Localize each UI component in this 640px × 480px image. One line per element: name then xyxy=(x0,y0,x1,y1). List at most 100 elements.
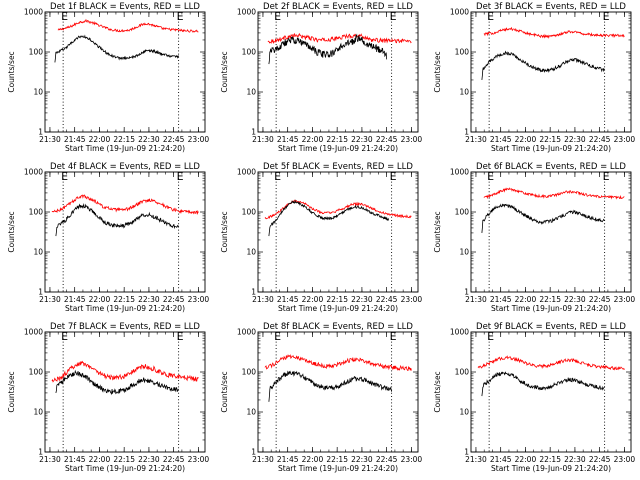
marker-label: E xyxy=(61,170,68,183)
events-series-line xyxy=(268,370,393,402)
y-tick-label: 100 xyxy=(242,48,257,57)
x-tick-label: 22:00 xyxy=(302,455,324,464)
y-tick-label: 1000 xyxy=(237,8,256,17)
events-series-line xyxy=(268,33,388,65)
x-axis-label: Start Time (19-Jun-09 21:24:20) xyxy=(278,464,398,473)
panel-title: Det 2f BLACK = Events, RED = LLD xyxy=(263,2,413,12)
x-axis-label: Start Time (19-Jun-09 21:24:20) xyxy=(65,304,185,313)
y-tick-label: 1 xyxy=(251,448,256,457)
plot-frame xyxy=(257,171,419,293)
y-tick-label: 100 xyxy=(242,208,257,217)
x-tick-label: 22:00 xyxy=(515,455,537,464)
panel-title: Det 3f BLACK = Events, RED = LLD xyxy=(476,2,626,12)
panel-title: Det 1f BLACK = Events, RED = LLD xyxy=(50,2,200,12)
y-tick-label: 1 xyxy=(464,288,469,297)
y-tick-label: 1 xyxy=(251,288,256,297)
detector-panel-1: Det 1f BLACK = Events, RED = LLD 1 10 100 10… xyxy=(0,0,213,160)
y-tick-label: 100 xyxy=(29,368,44,377)
x-tick-label: 21:30 xyxy=(465,455,487,464)
events-series-line xyxy=(481,371,605,397)
y-axis-label: Counts/sec xyxy=(433,371,442,412)
x-tick-label: 22:15 xyxy=(539,295,561,304)
events-series-line xyxy=(55,203,179,237)
y-tick-label: 10 xyxy=(459,408,469,417)
marker-label: E xyxy=(177,330,184,343)
plot-frame xyxy=(44,11,206,133)
x-tick-label: 21:45 xyxy=(64,295,86,304)
plot-frame xyxy=(44,331,206,453)
x-tick-label: 21:45 xyxy=(490,295,512,304)
x-tick-label: 23:00 xyxy=(188,135,210,144)
detector-panel-8: Det 8f BLACK = Events, RED = LLD 1 10 100 10… xyxy=(213,320,426,480)
plot-frame xyxy=(470,11,632,133)
x-tick-label: 23:00 xyxy=(614,455,636,464)
detector-panel-9: Det 9f BLACK = Events, RED = LLD 1 10 100 10… xyxy=(426,320,639,480)
x-tick-label: 22:00 xyxy=(89,295,111,304)
y-tick-label: 1 xyxy=(464,448,469,457)
x-tick-label: 22:15 xyxy=(326,455,348,464)
y-tick-label: 1 xyxy=(38,448,43,457)
x-tick-label: 22:15 xyxy=(539,455,561,464)
panel-svg: Det 4f BLACK = Events, RED = LLD 1 10 100 10… xyxy=(7,162,209,313)
marker-label: E xyxy=(61,10,68,23)
x-axis-label: Start Time (19-Jun-09 21:24:20) xyxy=(491,144,611,153)
x-tick-label: 22:00 xyxy=(89,455,111,464)
y-tick-label: 100 xyxy=(29,48,44,57)
x-tick-label: 22:30 xyxy=(138,135,160,144)
detector-panel-5: Det 5f BLACK = Events, RED = LLD 1 10 100 10… xyxy=(213,160,426,320)
lld-series-line xyxy=(264,354,412,372)
marker-label: E xyxy=(274,10,281,23)
y-tick-label: 10 xyxy=(246,88,256,97)
y-tick-label: 10 xyxy=(459,248,469,257)
marker-label: E xyxy=(487,170,494,183)
lld-series-line xyxy=(57,18,199,34)
y-tick-label: 10 xyxy=(33,248,43,257)
lld-series-line xyxy=(483,26,625,39)
panel-title: Det 4f BLACK = Events, RED = LLD xyxy=(50,162,200,172)
x-axis-label: Start Time (19-Jun-09 21:24:20) xyxy=(65,464,185,473)
x-axis-label: Start Time (19-Jun-09 21:24:20) xyxy=(278,304,398,313)
events-series-line xyxy=(268,199,390,237)
x-tick-label: 21:45 xyxy=(277,455,299,464)
x-axis-label: Start Time (19-Jun-09 21:24:20) xyxy=(491,304,611,313)
x-tick-label: 22:45 xyxy=(589,295,611,304)
lld-series-line xyxy=(51,360,199,383)
panel-svg: Det 9f BLACK = Events, RED = LLD 1 10 100 10… xyxy=(433,322,636,473)
events-series-line xyxy=(481,203,605,233)
x-tick-label: 23:00 xyxy=(401,295,423,304)
plot-frame xyxy=(44,171,206,293)
panel-svg: Det 8f BLACK = Events, RED = LLD 1 10 100 10… xyxy=(220,322,423,473)
x-tick-label: 22:30 xyxy=(351,295,373,304)
y-tick-label: 1000 xyxy=(450,168,469,177)
detector-panel-6: Det 6f BLACK = Events, RED = LLD 1 10 100 10… xyxy=(426,160,639,320)
lld-series-line xyxy=(483,187,625,200)
y-tick-label: 1000 xyxy=(450,328,469,337)
x-tick-label: 21:30 xyxy=(252,295,274,304)
panel-svg: Det 5f BLACK = Events, RED = LLD 1 10 100 10… xyxy=(220,162,423,313)
panel-title: Det 6f BLACK = Events, RED = LLD xyxy=(476,162,626,172)
x-tick-label: 22:15 xyxy=(113,135,135,144)
marker-label: E xyxy=(61,330,68,343)
y-tick-label: 1000 xyxy=(24,328,43,337)
y-axis-label: Counts/sec xyxy=(7,371,16,412)
marker-label: E xyxy=(390,330,397,343)
x-tick-label: 23:00 xyxy=(401,455,423,464)
plot-frame xyxy=(470,331,632,453)
x-tick-label: 22:00 xyxy=(302,135,324,144)
y-tick-label: 1 xyxy=(464,128,469,137)
x-tick-label: 22:30 xyxy=(351,135,373,144)
y-tick-label: 100 xyxy=(455,208,470,217)
plot-frame xyxy=(257,331,419,453)
panel-title: Det 5f BLACK = Events, RED = LLD xyxy=(263,162,413,172)
panel-svg: Det 6f BLACK = Events, RED = LLD 1 10 100 10… xyxy=(433,162,635,313)
x-tick-label: 21:30 xyxy=(252,455,274,464)
panel-title: Det 8f BLACK = Events, RED = LLD xyxy=(263,322,413,332)
x-tick-label: 22:15 xyxy=(539,135,561,144)
panel-svg: Det 2f BLACK = Events, RED = LLD 1 10 100 10… xyxy=(220,2,422,153)
x-tick-label: 21:30 xyxy=(252,135,274,144)
marker-label: E xyxy=(274,330,281,343)
detector-panel-4: Det 4f BLACK = Events, RED = LLD 1 10 100 10… xyxy=(0,160,213,320)
x-tick-label: 21:45 xyxy=(64,455,86,464)
detector-panel-7: Det 7f BLACK = Events, RED = LLD 1 10 100 10… xyxy=(0,320,213,480)
